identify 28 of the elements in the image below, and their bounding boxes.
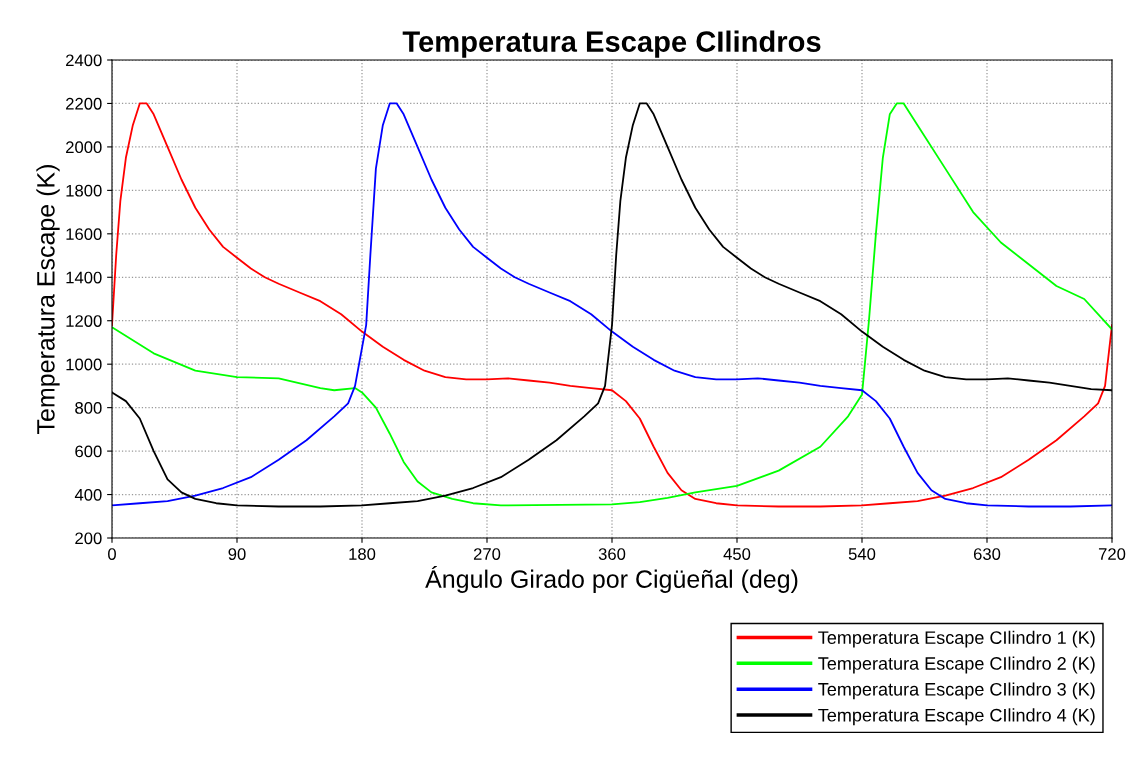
legend-label: Temperatura Escape CIlindro 2 (K) bbox=[818, 656, 1095, 674]
x-tick-label: 180 bbox=[349, 548, 376, 560]
y-tick-label: 1200 bbox=[66, 315, 102, 327]
x-tick-label: 90 bbox=[228, 548, 246, 560]
y-tick-label: 1000 bbox=[66, 358, 102, 371]
x-tick-label: 540 bbox=[848, 548, 876, 560]
y-tick-label: 200 bbox=[75, 532, 102, 545]
x-tick-label: 360 bbox=[598, 548, 626, 560]
y-tick-label: 600 bbox=[75, 445, 102, 458]
x-tick-label: 270 bbox=[473, 548, 501, 560]
x-axis-title: Ángulo Girado por Cigüeñal (deg) bbox=[425, 566, 798, 593]
x-tick-label: 450 bbox=[723, 548, 751, 560]
y-tick-label: 2200 bbox=[66, 97, 102, 110]
y-axis-title: Temperatura Escape (K) bbox=[36, 165, 60, 434]
y-tick-label: 800 bbox=[75, 402, 102, 414]
x-tick-label: 720 bbox=[1098, 548, 1126, 560]
y-tick-label: 1400 bbox=[66, 271, 102, 284]
legend-label: Temperatura Escape CIlindro 4 (K) bbox=[818, 708, 1095, 726]
y-tick-label: 2000 bbox=[66, 141, 102, 154]
y-tick-label: 1800 bbox=[66, 184, 102, 197]
legend-label: Temperatura Escape CIlindro 1 (K) bbox=[818, 630, 1095, 648]
chart-title: Temperatura Escape CIlindros bbox=[402, 30, 821, 58]
legend-label: Temperatura Escape CIlindro 3 (K) bbox=[818, 682, 1095, 700]
y-tick-label: 400 bbox=[74, 488, 102, 501]
x-tick-label: 0 bbox=[108, 548, 116, 560]
y-tick-label: 1600 bbox=[66, 228, 102, 241]
x-tick-label: 630 bbox=[973, 548, 1001, 560]
y-tick-label: 2400 bbox=[66, 54, 102, 67]
